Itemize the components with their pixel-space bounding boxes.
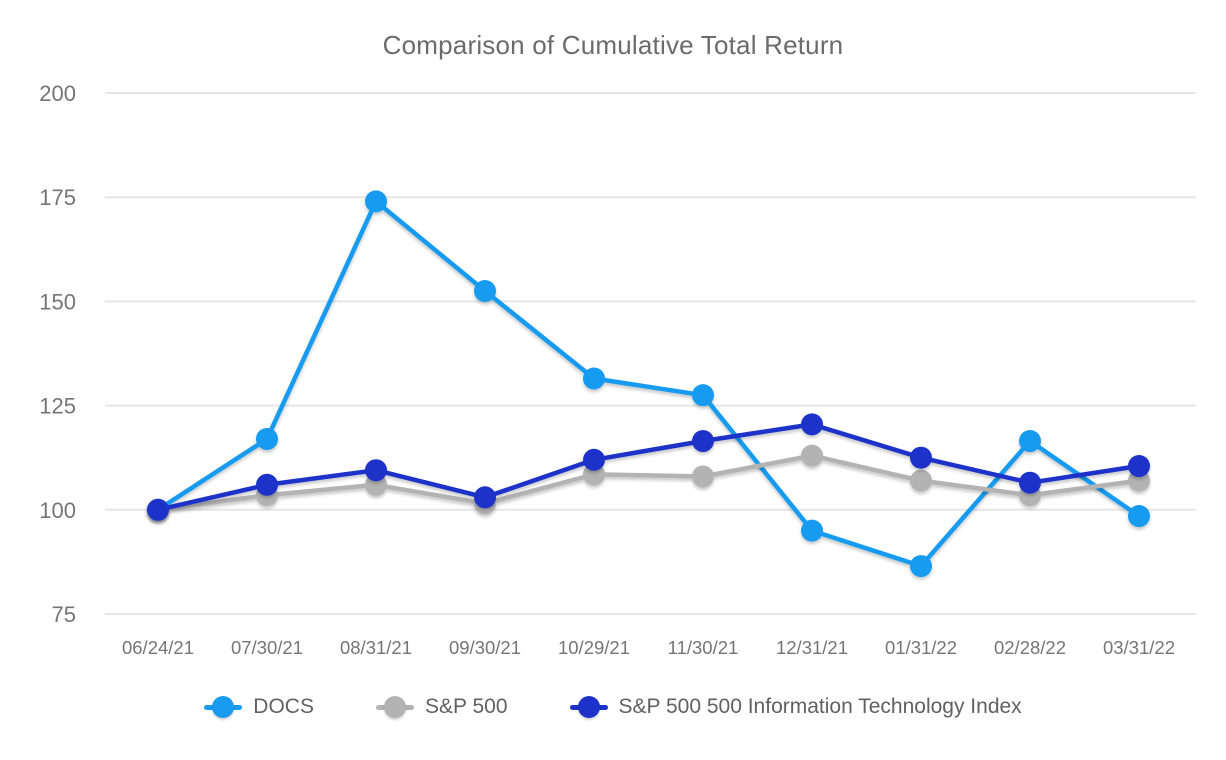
data-point-sp500-it-index-01/31/22[interactable] <box>910 446 932 469</box>
data-point-docs-10/29/21[interactable] <box>583 367 605 390</box>
data-point-docs-08/31/21[interactable] <box>365 190 387 213</box>
data-point-sp500-it-index-08/31/21[interactable] <box>365 459 387 482</box>
x-axis-tick-label: 08/31/21 <box>340 637 412 658</box>
data-point-sp500-12/31/21[interactable] <box>801 444 823 467</box>
y-axis-tick-label: 125 <box>39 394 76 419</box>
x-axis-tick-label: 10/29/21 <box>558 637 630 658</box>
y-axis-tick-label: 100 <box>39 498 76 523</box>
data-point-sp500-it-index-11/30/21[interactable] <box>692 430 714 453</box>
data-point-docs-12/31/21[interactable] <box>801 519 823 542</box>
legend-item-sp500-it-index[interactable]: S&P 500 500 Information Technology Index <box>569 695 1022 719</box>
data-point-sp500-it-index-10/29/21[interactable] <box>583 448 605 471</box>
data-point-docs-07/30/21[interactable] <box>256 427 278 450</box>
legend-label-sp500: S&P 500 <box>424 695 508 718</box>
x-axis-tick-label: 12/31/21 <box>776 637 848 658</box>
data-point-sp500-it-index-12/31/21[interactable] <box>801 413 823 436</box>
series-line-docs <box>155 199 1142 569</box>
legend-label-sp500-it-index: S&P 500 500 Information Technology Index <box>618 695 1022 718</box>
legend-item-sp500[interactable]: S&P 500 <box>375 695 508 719</box>
sp500-it-index-series-marker-icon <box>569 695 608 719</box>
x-axis-tick-label: 07/30/21 <box>231 637 303 658</box>
data-point-docs-01/31/22[interactable] <box>910 555 932 578</box>
data-point-docs-11/30/21[interactable] <box>692 384 714 407</box>
docs-series-marker-icon <box>204 695 243 719</box>
y-axis-tick-label: 150 <box>39 289 76 314</box>
series-line-sp500 <box>155 453 1142 513</box>
y-axis-tick-label: 200 <box>39 81 76 106</box>
data-point-docs-02/28/22[interactable] <box>1019 430 1041 453</box>
chart-legend: DOCS S&P 500 S&P 500 500 Information Tec… <box>0 690 1226 724</box>
x-axis-tick-label: 11/30/21 <box>668 637 739 658</box>
data-point-sp500-it-index-02/28/22[interactable] <box>1019 471 1041 494</box>
series-sp500-it-index <box>147 413 1150 521</box>
legend-item-docs[interactable]: DOCS <box>204 695 314 719</box>
data-point-sp500-it-index-03/31/22[interactable] <box>1128 455 1150 478</box>
data-point-docs-09/30/21[interactable] <box>474 279 496 302</box>
sp500-series-marker-icon <box>375 695 414 719</box>
x-axis-tick-label: 03/31/22 <box>1103 637 1175 658</box>
legend-label-docs: DOCS <box>253 695 314 718</box>
x-axis-tick-label: 02/28/22 <box>994 637 1066 658</box>
x-axis-tick-label: 09/30/21 <box>449 637 521 658</box>
chart-title: Comparison of Cumulative Total Return <box>382 30 844 60</box>
x-axis-tick-label: 06/24/21 <box>122 637 194 658</box>
series-line-sp500-it-index <box>155 422 1142 513</box>
data-point-sp500-it-index-09/30/21[interactable] <box>474 486 496 509</box>
data-point-sp500-01/31/22[interactable] <box>910 469 932 492</box>
data-point-sp500-it-index-06/24/21[interactable] <box>147 498 169 521</box>
series-docs <box>147 190 1150 578</box>
data-point-sp500-11/30/21[interactable] <box>692 465 714 488</box>
y-axis-tick-label: 175 <box>39 185 76 210</box>
data-point-sp500-it-index-07/30/21[interactable] <box>256 473 278 496</box>
data-point-docs-03/31/22[interactable] <box>1128 505 1150 528</box>
x-axis-tick-label: 01/31/22 <box>885 637 957 658</box>
y-axis-tick-label: 75 <box>52 602 76 627</box>
